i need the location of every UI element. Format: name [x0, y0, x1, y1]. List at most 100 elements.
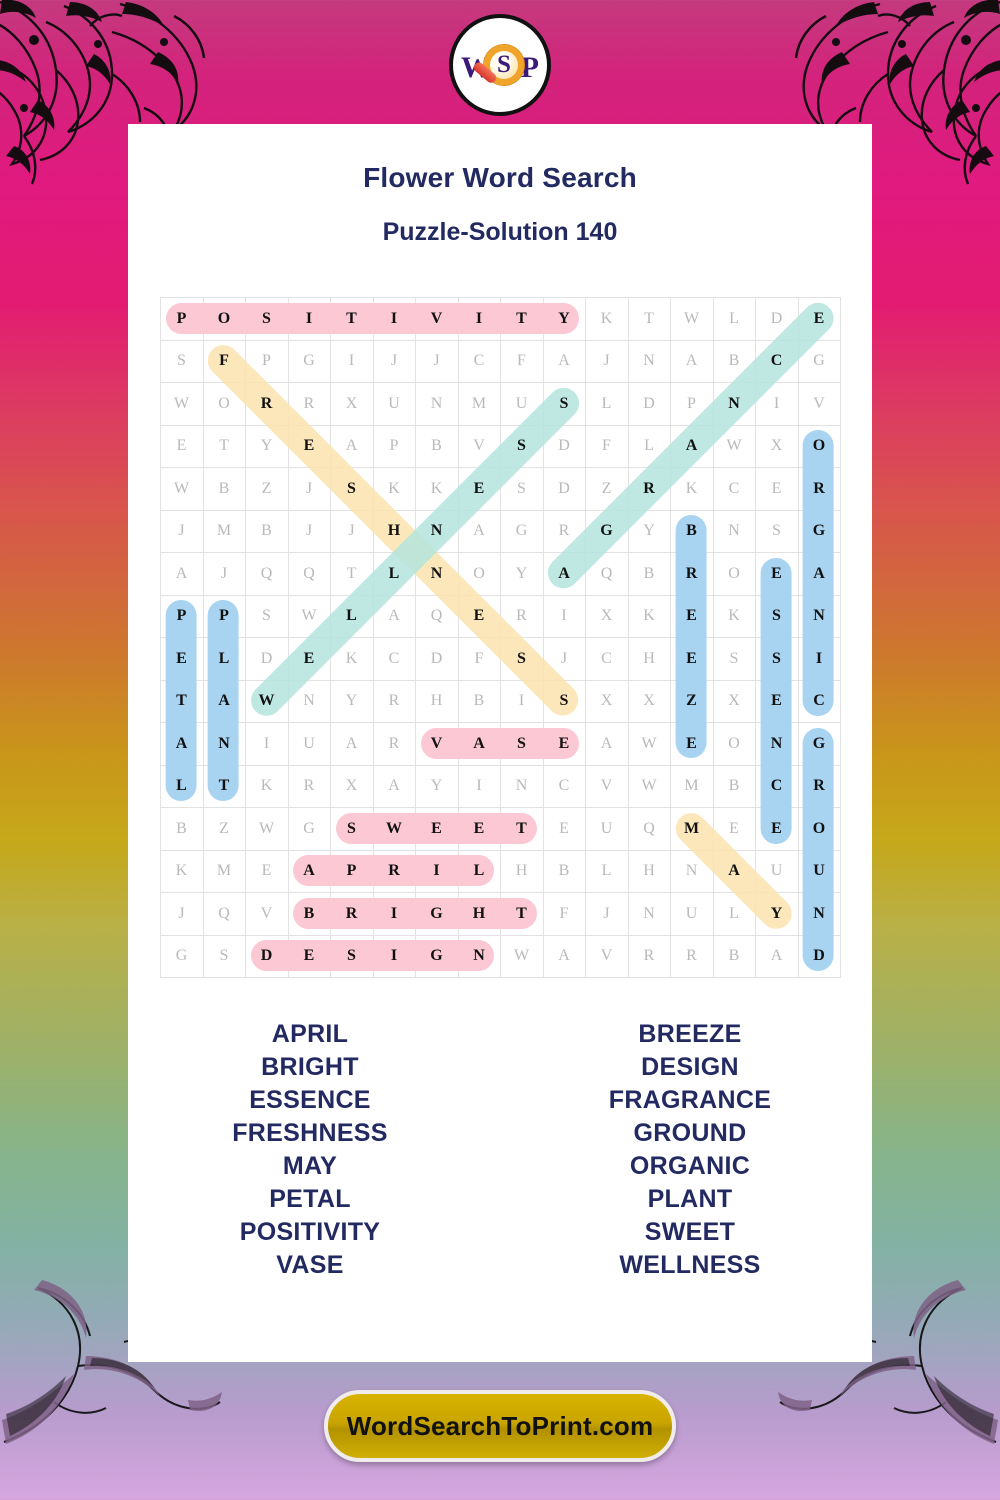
grid-cell[interactable]: J	[415, 339, 459, 383]
grid-cell[interactable]: F	[457, 637, 501, 681]
grid-cell[interactable]: Z	[670, 679, 714, 723]
grid-cell[interactable]: L	[202, 637, 246, 681]
grid-cell[interactable]: X	[712, 679, 756, 723]
grid-cell[interactable]: I	[287, 297, 331, 341]
grid-cell[interactable]: W	[287, 594, 331, 638]
grid-cell[interactable]: M	[670, 764, 714, 808]
grid-cell[interactable]: J	[372, 339, 416, 383]
grid-cell[interactable]: S	[542, 382, 586, 426]
grid-cell[interactable]: Y	[542, 297, 586, 341]
grid-cell[interactable]: R	[797, 467, 841, 511]
grid-cell[interactable]: V	[415, 297, 459, 341]
grid-cell[interactable]: Y	[755, 892, 799, 936]
grid-cell[interactable]: K	[372, 467, 416, 511]
grid-cell[interactable]: B	[287, 892, 331, 936]
grid-cell[interactable]: I	[372, 892, 416, 936]
grid-cell[interactable]: N	[415, 552, 459, 596]
grid-cell[interactable]: R	[330, 892, 374, 936]
grid-cell[interactable]: B	[627, 552, 671, 596]
word-search-grid[interactable]: P O S I T I V I T Y K T W L D E S F P G I J J C F A J N A B C G W O R R X U N M…	[160, 296, 841, 978]
grid-cell[interactable]: N	[797, 892, 841, 936]
grid-cell[interactable]: A	[372, 764, 416, 808]
grid-cell[interactable]: C	[712, 467, 756, 511]
grid-cell[interactable]: A	[457, 722, 501, 766]
grid-cell[interactable]: G	[287, 339, 331, 383]
grid-cell[interactable]: F	[500, 339, 544, 383]
grid-cell[interactable]: J	[542, 637, 586, 681]
grid-cell[interactable]: N	[287, 679, 331, 723]
grid-cell[interactable]: I	[245, 722, 289, 766]
grid-cell[interactable]: S	[500, 637, 544, 681]
grid-cell[interactable]: L	[585, 849, 629, 893]
grid-cell[interactable]: E	[670, 594, 714, 638]
grid-cell[interactable]: L	[457, 849, 501, 893]
grid-cell[interactable]: M	[670, 807, 714, 851]
grid-cell[interactable]: B	[670, 509, 714, 553]
grid-cell[interactable]: Y	[245, 424, 289, 468]
grid-cell[interactable]: L	[712, 892, 756, 936]
grid-cell[interactable]: Y	[330, 679, 374, 723]
grid-cell[interactable]: E	[160, 424, 204, 468]
grid-cell[interactable]: I	[542, 594, 586, 638]
grid-cell[interactable]: A	[160, 722, 204, 766]
grid-cell[interactable]: D	[245, 637, 289, 681]
grid-cell[interactable]: X	[755, 424, 799, 468]
grid-cell[interactable]: E	[797, 297, 841, 341]
grid-cell[interactable]: B	[712, 339, 756, 383]
grid-cell[interactable]: V	[585, 764, 629, 808]
grid-cell[interactable]: N	[755, 722, 799, 766]
grid-cell[interactable]: M	[202, 849, 246, 893]
grid-cell[interactable]: P	[202, 594, 246, 638]
grid-cell[interactable]: T	[500, 807, 544, 851]
grid-cell[interactable]: O	[202, 297, 246, 341]
grid-cell[interactable]: A	[712, 849, 756, 893]
grid-cell[interactable]: N	[500, 764, 544, 808]
grid-cell[interactable]: F	[202, 339, 246, 383]
grid-cell[interactable]: P	[330, 849, 374, 893]
grid-cell[interactable]: G	[500, 509, 544, 553]
grid-cell[interactable]: Q	[627, 807, 671, 851]
grid-cell[interactable]: X	[627, 679, 671, 723]
grid-cell[interactable]: T	[202, 764, 246, 808]
grid-cell[interactable]: G	[797, 722, 841, 766]
grid-cell[interactable]: I	[500, 679, 544, 723]
grid-cell[interactable]: D	[245, 934, 289, 978]
grid-cell[interactable]: C	[585, 637, 629, 681]
grid-cell[interactable]: G	[585, 509, 629, 553]
grid-cell[interactable]: S	[202, 934, 246, 978]
grid-cell[interactable]: S	[245, 297, 289, 341]
grid-cell[interactable]: R	[670, 934, 714, 978]
grid-cell[interactable]: A	[542, 339, 586, 383]
grid-cell[interactable]: W	[670, 297, 714, 341]
grid-cell[interactable]: N	[797, 594, 841, 638]
grid-cell[interactable]: A	[457, 509, 501, 553]
grid-cell[interactable]: S	[542, 679, 586, 723]
grid-cell[interactable]: H	[415, 679, 459, 723]
grid-cell[interactable]: S	[500, 467, 544, 511]
grid-cell[interactable]: I	[755, 382, 799, 426]
grid-cell[interactable]: X	[585, 594, 629, 638]
grid-cell[interactable]: C	[755, 339, 799, 383]
grid-cell[interactable]: R	[627, 467, 671, 511]
grid-cell[interactable]: B	[415, 424, 459, 468]
grid-cell[interactable]: E	[755, 679, 799, 723]
grid-cell[interactable]: L	[712, 297, 756, 341]
grid-cell[interactable]: U	[797, 849, 841, 893]
grid-cell[interactable]: N	[670, 849, 714, 893]
grid-cell[interactable]: A	[372, 594, 416, 638]
grid-cell[interactable]: E	[712, 807, 756, 851]
grid-cell[interactable]: O	[712, 552, 756, 596]
website-button[interactable]: WordSearchToPrint.com	[324, 1390, 676, 1462]
grid-cell[interactable]: G	[415, 892, 459, 936]
grid-cell[interactable]: W	[372, 807, 416, 851]
grid-cell[interactable]: T	[500, 297, 544, 341]
grid-cell[interactable]: S	[330, 934, 374, 978]
grid-cell[interactable]: J	[585, 892, 629, 936]
grid-cell[interactable]: Z	[202, 807, 246, 851]
grid-cell[interactable]: T	[202, 424, 246, 468]
grid-cell[interactable]: X	[330, 764, 374, 808]
grid-cell[interactable]: P	[372, 424, 416, 468]
grid-cell[interactable]: L	[372, 552, 416, 596]
grid-cell[interactable]: D	[797, 934, 841, 978]
grid-cell[interactable]: A	[670, 339, 714, 383]
